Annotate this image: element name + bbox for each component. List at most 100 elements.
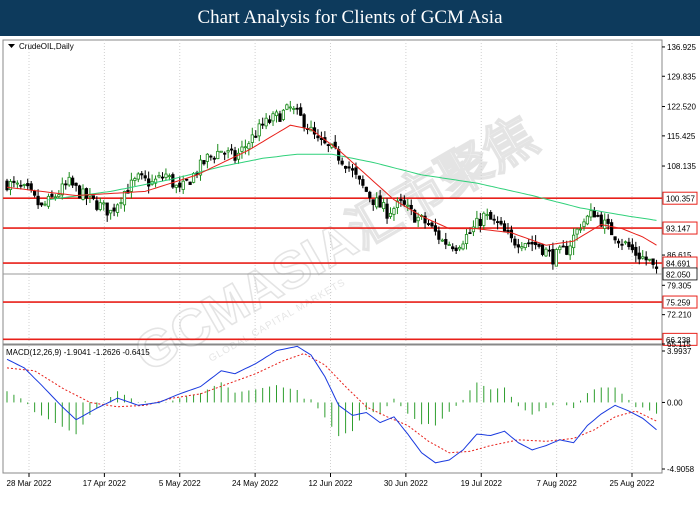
candle-body bbox=[71, 177, 75, 186]
candle-body bbox=[250, 134, 254, 143]
y-tick-label: 108.135 bbox=[667, 162, 696, 171]
candle-body bbox=[585, 215, 590, 225]
candle-body bbox=[229, 148, 234, 151]
candle-body bbox=[654, 266, 659, 269]
price-axis: 136.925 129.835 122.520 115.425 108.135 100.3… bbox=[662, 43, 698, 349]
candle-body bbox=[8, 181, 13, 190]
candle-body bbox=[240, 146, 244, 152]
ma-slow-line bbox=[48, 153, 657, 221]
candle-body bbox=[551, 249, 555, 265]
candle-body bbox=[375, 197, 379, 208]
candle-body bbox=[537, 243, 541, 247]
candle-body bbox=[5, 180, 9, 191]
candle-body bbox=[634, 246, 638, 256]
macd-y-tick-label: 3.9937 bbox=[667, 347, 692, 356]
candle-body bbox=[388, 212, 393, 217]
y-tick-label: 86.615 bbox=[667, 251, 692, 260]
candle-body bbox=[589, 210, 593, 218]
candle-body bbox=[627, 241, 631, 248]
candle-body bbox=[603, 219, 607, 229]
candle-body bbox=[46, 195, 51, 207]
level-tag bbox=[662, 295, 698, 309]
candle-body bbox=[451, 246, 455, 250]
macd-histogram bbox=[6, 382, 658, 437]
candle-body bbox=[561, 245, 565, 248]
candle-body bbox=[582, 221, 586, 228]
candle-body bbox=[385, 203, 389, 219]
candle-body bbox=[354, 167, 358, 175]
candle-body bbox=[544, 248, 548, 257]
candle-body bbox=[623, 241, 628, 244]
candle-body bbox=[540, 244, 545, 255]
candle-body bbox=[475, 217, 479, 229]
candle-body bbox=[520, 246, 524, 249]
candle-body bbox=[33, 190, 37, 196]
level-tag bbox=[662, 191, 698, 205]
level-tag bbox=[662, 221, 698, 235]
candle-body bbox=[527, 242, 531, 245]
candle-body bbox=[478, 218, 482, 227]
candle-body bbox=[637, 252, 641, 260]
candle-body bbox=[648, 258, 652, 261]
candle-body bbox=[440, 239, 444, 242]
candle-body bbox=[437, 230, 441, 240]
candle-body bbox=[568, 245, 572, 256]
candle-body bbox=[319, 137, 324, 140]
candle-body bbox=[616, 240, 621, 244]
candle-body bbox=[26, 183, 30, 187]
level-label: 100.357 bbox=[666, 195, 695, 204]
candle-body bbox=[84, 188, 89, 199]
candle-body bbox=[471, 226, 476, 233]
candle-body bbox=[426, 223, 431, 225]
candle-body bbox=[592, 210, 596, 218]
candle-body bbox=[299, 107, 303, 116]
candle-body bbox=[15, 182, 19, 185]
candle-body bbox=[36, 195, 40, 206]
candle-body bbox=[499, 220, 503, 225]
candle-body bbox=[105, 202, 109, 216]
macd-y-tick-label: -4.9058 bbox=[667, 465, 695, 474]
x-tick-label: 7 Aug 2022 bbox=[536, 479, 577, 488]
x-tick-label: 25 Aug 2022 bbox=[610, 479, 655, 488]
level-label: 93.147 bbox=[666, 225, 691, 234]
candle-body bbox=[271, 113, 275, 122]
candle-body bbox=[392, 208, 396, 215]
candle-body bbox=[606, 218, 610, 224]
x-tick-label: 17 Apr 2022 bbox=[83, 479, 127, 488]
chart-frame: GCMASIA汇市聚焦 GLOBAL CAPITAL MARKETS 136.9… bbox=[0, 36, 700, 500]
y-tick-label: 129.835 bbox=[667, 72, 696, 81]
candle-body bbox=[267, 119, 272, 123]
candle-body bbox=[112, 207, 116, 212]
candle-body bbox=[399, 199, 403, 201]
level-label: 75.259 bbox=[666, 299, 691, 308]
candle-body bbox=[343, 165, 348, 169]
symbol-label: CrudeOIL,Daily bbox=[8, 42, 74, 51]
candle-body bbox=[281, 109, 286, 120]
candle-body bbox=[219, 150, 223, 153]
candle-body bbox=[613, 236, 617, 241]
candle-body bbox=[191, 173, 196, 183]
candle-body bbox=[74, 182, 78, 186]
page-title: Chart Analysis for Clients of GCM Asia bbox=[0, 0, 700, 36]
candle-body bbox=[361, 179, 365, 186]
candle-body bbox=[136, 173, 140, 180]
candle-body bbox=[454, 247, 458, 251]
candle-body bbox=[157, 175, 161, 178]
candle-body bbox=[278, 113, 282, 122]
candle-body bbox=[254, 135, 258, 138]
candle-body bbox=[91, 195, 95, 199]
y-tick-label: 79.305 bbox=[667, 281, 692, 290]
candle-body bbox=[295, 107, 299, 110]
candle-body bbox=[178, 182, 182, 188]
candle-body bbox=[364, 186, 368, 192]
candle-body bbox=[205, 153, 209, 162]
candle-body bbox=[378, 195, 382, 208]
x-tick-label: 30 Jun 2022 bbox=[384, 479, 429, 488]
chart-canvas: GCMASIA汇市聚焦 GLOBAL CAPITAL MARKETS 136.9… bbox=[2, 39, 698, 488]
candle-body bbox=[610, 222, 614, 236]
candle-body bbox=[371, 199, 375, 206]
candle-body bbox=[57, 194, 61, 198]
candle-body bbox=[77, 185, 82, 199]
candle-body bbox=[468, 232, 472, 235]
last-price-tag bbox=[662, 267, 698, 281]
